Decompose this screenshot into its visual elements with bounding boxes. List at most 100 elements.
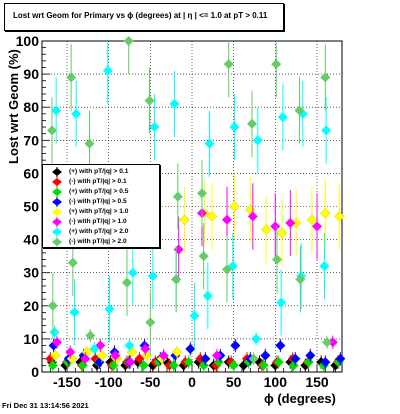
- x-tick-label: -150: [53, 374, 81, 390]
- data-point: [179, 214, 190, 226]
- legend-marker: [52, 197, 62, 207]
- chart-title-box: Lost wrt Geom for Primary vs ϕ (degrees)…: [4, 3, 284, 31]
- y-tick-label: 80: [23, 99, 39, 115]
- data-point: [172, 191, 183, 202]
- data-point: [145, 317, 156, 328]
- data-point: [223, 59, 234, 70]
- data-point: [275, 340, 286, 351]
- x-tick-label: 50: [226, 374, 242, 390]
- data-point: [200, 353, 211, 364]
- data-point: [320, 72, 331, 83]
- data-point: [85, 330, 96, 341]
- data-point: [104, 304, 115, 315]
- legend-item: (-) with pT/|q| > 0.1: [43, 177, 159, 187]
- legend-item: (+) with pT/|q| > 1.0: [43, 207, 159, 217]
- data-point: [67, 257, 78, 268]
- data-point: [66, 72, 77, 83]
- data-point: [204, 138, 215, 149]
- y-tick-label: 70: [23, 132, 39, 148]
- y-tick-label: 0: [31, 364, 39, 380]
- data-point: [260, 224, 272, 236]
- data-point: [84, 138, 95, 149]
- x-tick-label: 150: [305, 374, 329, 390]
- y-axis-title: Lost wrt Geom (%): [6, 49, 21, 164]
- chart-title: Lost wrt Geom for Primary vs ϕ (degrees)…: [13, 11, 268, 20]
- legend-item: (-) with pT/|q| > 2.0: [43, 237, 159, 247]
- data-point: [312, 221, 322, 232]
- legend-label: (+) with pT/|q| > 2.0: [69, 228, 129, 235]
- y-tick-label: 90: [23, 66, 39, 82]
- data-point: [222, 214, 232, 225]
- data-point: [158, 350, 169, 361]
- data-point: [138, 360, 149, 371]
- data-point: [140, 343, 151, 354]
- x-tick-label: -100: [95, 374, 123, 390]
- data-point: [49, 327, 60, 338]
- legend-marker: [52, 187, 62, 197]
- data-point: [171, 274, 182, 285]
- data-point: [272, 254, 282, 265]
- data-point: [222, 264, 232, 275]
- data-point: [335, 353, 346, 364]
- legend-marker: [52, 227, 62, 237]
- data-point: [258, 360, 269, 371]
- data-point: [47, 125, 57, 136]
- x-axis-title: ϕ (degrees): [264, 391, 336, 406]
- legend-label: (+) with pT/|q| > 1.0: [69, 208, 129, 215]
- data-point: [89, 343, 100, 354]
- data-point: [295, 274, 306, 285]
- data-point: [123, 36, 134, 46]
- data-point: [276, 297, 287, 308]
- data-point: [270, 221, 281, 232]
- data-point: [144, 95, 155, 106]
- legend-label: (+) with pT/|q| > 0.1: [69, 168, 129, 175]
- legend-marker: [52, 167, 62, 177]
- y-tick-label: 60: [23, 165, 39, 181]
- data-point: [134, 353, 145, 364]
- data-point: [51, 105, 62, 116]
- data-point: [185, 343, 196, 354]
- timestamp: Fri Dec 31 13:14:56 2021: [2, 401, 89, 410]
- legend-marker: [52, 237, 62, 247]
- data-point: [305, 350, 316, 361]
- legend-label: (-) with pT/|q| > 0.1: [69, 178, 127, 185]
- y-tick-label: 100: [16, 33, 40, 49]
- y-tick-label: 10: [23, 331, 39, 347]
- legend-label: (-) with pT/|q| > 1.0: [69, 218, 127, 225]
- data-point: [183, 357, 194, 368]
- data-point: [248, 353, 259, 364]
- data-point: [171, 346, 183, 358]
- legend-label: (+) with pT/|q| > 0.5: [69, 188, 129, 195]
- data-point: [69, 307, 80, 318]
- legend-item: (+) with pT/|q| > 2.0: [43, 227, 159, 237]
- data-point: [127, 267, 138, 278]
- data-point: [202, 290, 213, 301]
- legend-item: (+) with pT/|q| > 0.5: [43, 187, 159, 197]
- data-point: [47, 300, 58, 311]
- data-point: [319, 261, 330, 272]
- legend-marker: [52, 217, 62, 227]
- x-tick-label: 0: [188, 374, 196, 390]
- data-point: [252, 135, 263, 146]
- y-tick-label: 20: [23, 298, 39, 314]
- data-point: [169, 98, 180, 109]
- data-point: [228, 360, 239, 371]
- data-point: [197, 188, 207, 199]
- x-tick-label: 100: [264, 374, 288, 390]
- legend-label: (-) with pT/|q| > 2.0: [69, 238, 127, 245]
- data-point: [290, 353, 301, 364]
- data-point: [271, 59, 282, 70]
- legend-item: (-) with pT/|q| > 0.5: [43, 197, 159, 207]
- y-tick-label: 40: [23, 232, 39, 248]
- y-tick-label: 30: [23, 265, 39, 281]
- x-tick-label: -50: [140, 374, 160, 390]
- data-point: [319, 207, 331, 219]
- legend: (+) with pT/|q| > 0.1 (-) with pT/|q| > 0…: [42, 164, 160, 248]
- data-point: [147, 271, 158, 282]
- data-point: [168, 360, 179, 371]
- data-point: [247, 211, 258, 222]
- data-point: [124, 340, 135, 351]
- data-point: [285, 218, 296, 229]
- data-point: [277, 112, 288, 123]
- data-point: [110, 350, 121, 361]
